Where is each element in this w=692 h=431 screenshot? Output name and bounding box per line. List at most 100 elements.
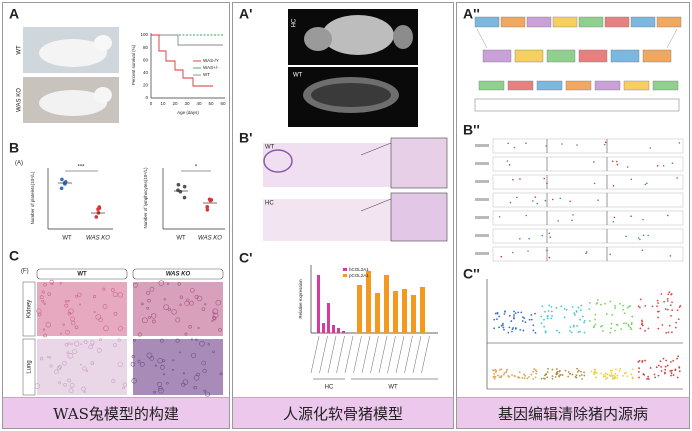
point: [656, 165, 659, 167]
cell: [167, 307, 171, 312]
point: [630, 215, 632, 218]
point: [596, 301, 599, 304]
x-tick-label: 20: [172, 101, 178, 106]
sub-tag: (F): [21, 269, 29, 275]
gene-block: [536, 80, 563, 91]
point: [528, 376, 530, 378]
point: [609, 369, 612, 372]
point: [522, 329, 525, 332]
point: [647, 234, 649, 237]
point: [656, 299, 659, 302]
point: [588, 320, 591, 322]
point: [664, 365, 667, 368]
point: [657, 302, 660, 304]
point: [609, 300, 612, 303]
point: [500, 368, 503, 371]
bar-illustration: [310, 271, 430, 374]
xray-label: HC: [292, 18, 298, 27]
cell: [85, 369, 89, 372]
point: [670, 314, 672, 317]
cell: [60, 332, 62, 335]
point: [590, 370, 593, 373]
point: [618, 369, 621, 372]
point: [623, 372, 626, 375]
xray-label: WT: [293, 73, 303, 79]
point: [558, 370, 561, 373]
cell: [81, 386, 86, 392]
point: [588, 308, 591, 311]
row-label-stub: [475, 162, 489, 165]
point: [669, 304, 672, 307]
point: [543, 177, 546, 180]
cell: [64, 303, 69, 308]
point: [558, 331, 561, 334]
point: [642, 234, 645, 237]
point: [665, 359, 668, 362]
point: [609, 331, 612, 334]
cell: [41, 299, 45, 303]
bar: [322, 323, 325, 333]
gene-block: [610, 49, 640, 63]
point: [544, 330, 547, 333]
point: [532, 329, 535, 332]
point: [506, 160, 509, 162]
point: [513, 146, 516, 149]
point: [593, 182, 596, 185]
point: [678, 370, 681, 373]
point: [664, 368, 667, 371]
gene-block: [514, 49, 544, 63]
point: [625, 235, 627, 238]
point: [629, 326, 632, 329]
cell: [37, 312, 42, 317]
cell: [42, 328, 46, 331]
point: [604, 302, 607, 305]
cell: [82, 366, 87, 371]
y-tick-label: 100: [140, 32, 148, 37]
point: [600, 303, 602, 306]
section-label: HC: [265, 201, 274, 207]
rabbit: [39, 39, 107, 67]
dot-plots: [58, 177, 217, 219]
point: [609, 375, 612, 377]
point: [660, 365, 663, 368]
point: [647, 327, 650, 330]
column-label: WT: [77, 272, 87, 278]
track: [492, 246, 684, 262]
tick-text-stub: [319, 335, 328, 374]
point: [503, 372, 506, 374]
point: [532, 324, 535, 327]
point: [638, 371, 640, 373]
row-label-stub: [475, 180, 489, 183]
point: [583, 374, 586, 377]
point: [544, 331, 547, 334]
cell: [133, 282, 138, 288]
point: [567, 375, 570, 378]
point: [541, 234, 544, 237]
point: [603, 143, 606, 146]
point: [517, 376, 520, 379]
point: [613, 374, 615, 377]
axis-title: Number of platelets(10⁹/L): [30, 171, 35, 224]
point: [653, 373, 656, 376]
point: [666, 308, 669, 311]
point: [546, 182, 548, 185]
point: [614, 307, 617, 309]
cell: [97, 347, 102, 353]
cell: [66, 351, 70, 355]
point: [560, 305, 563, 308]
cell: [162, 373, 166, 376]
cell: [92, 294, 97, 299]
point: [668, 324, 671, 327]
point: [638, 359, 641, 362]
dot: [205, 205, 210, 209]
point: [561, 374, 564, 376]
cell: [74, 341, 80, 347]
gene-block: [604, 16, 630, 28]
tick-text-stub: [378, 335, 388, 374]
point: [563, 316, 566, 319]
point: [670, 372, 673, 374]
cell: [159, 364, 165, 370]
point: [572, 325, 575, 328]
legend-entry: WAS+/-: [203, 65, 219, 70]
point: [516, 196, 518, 199]
